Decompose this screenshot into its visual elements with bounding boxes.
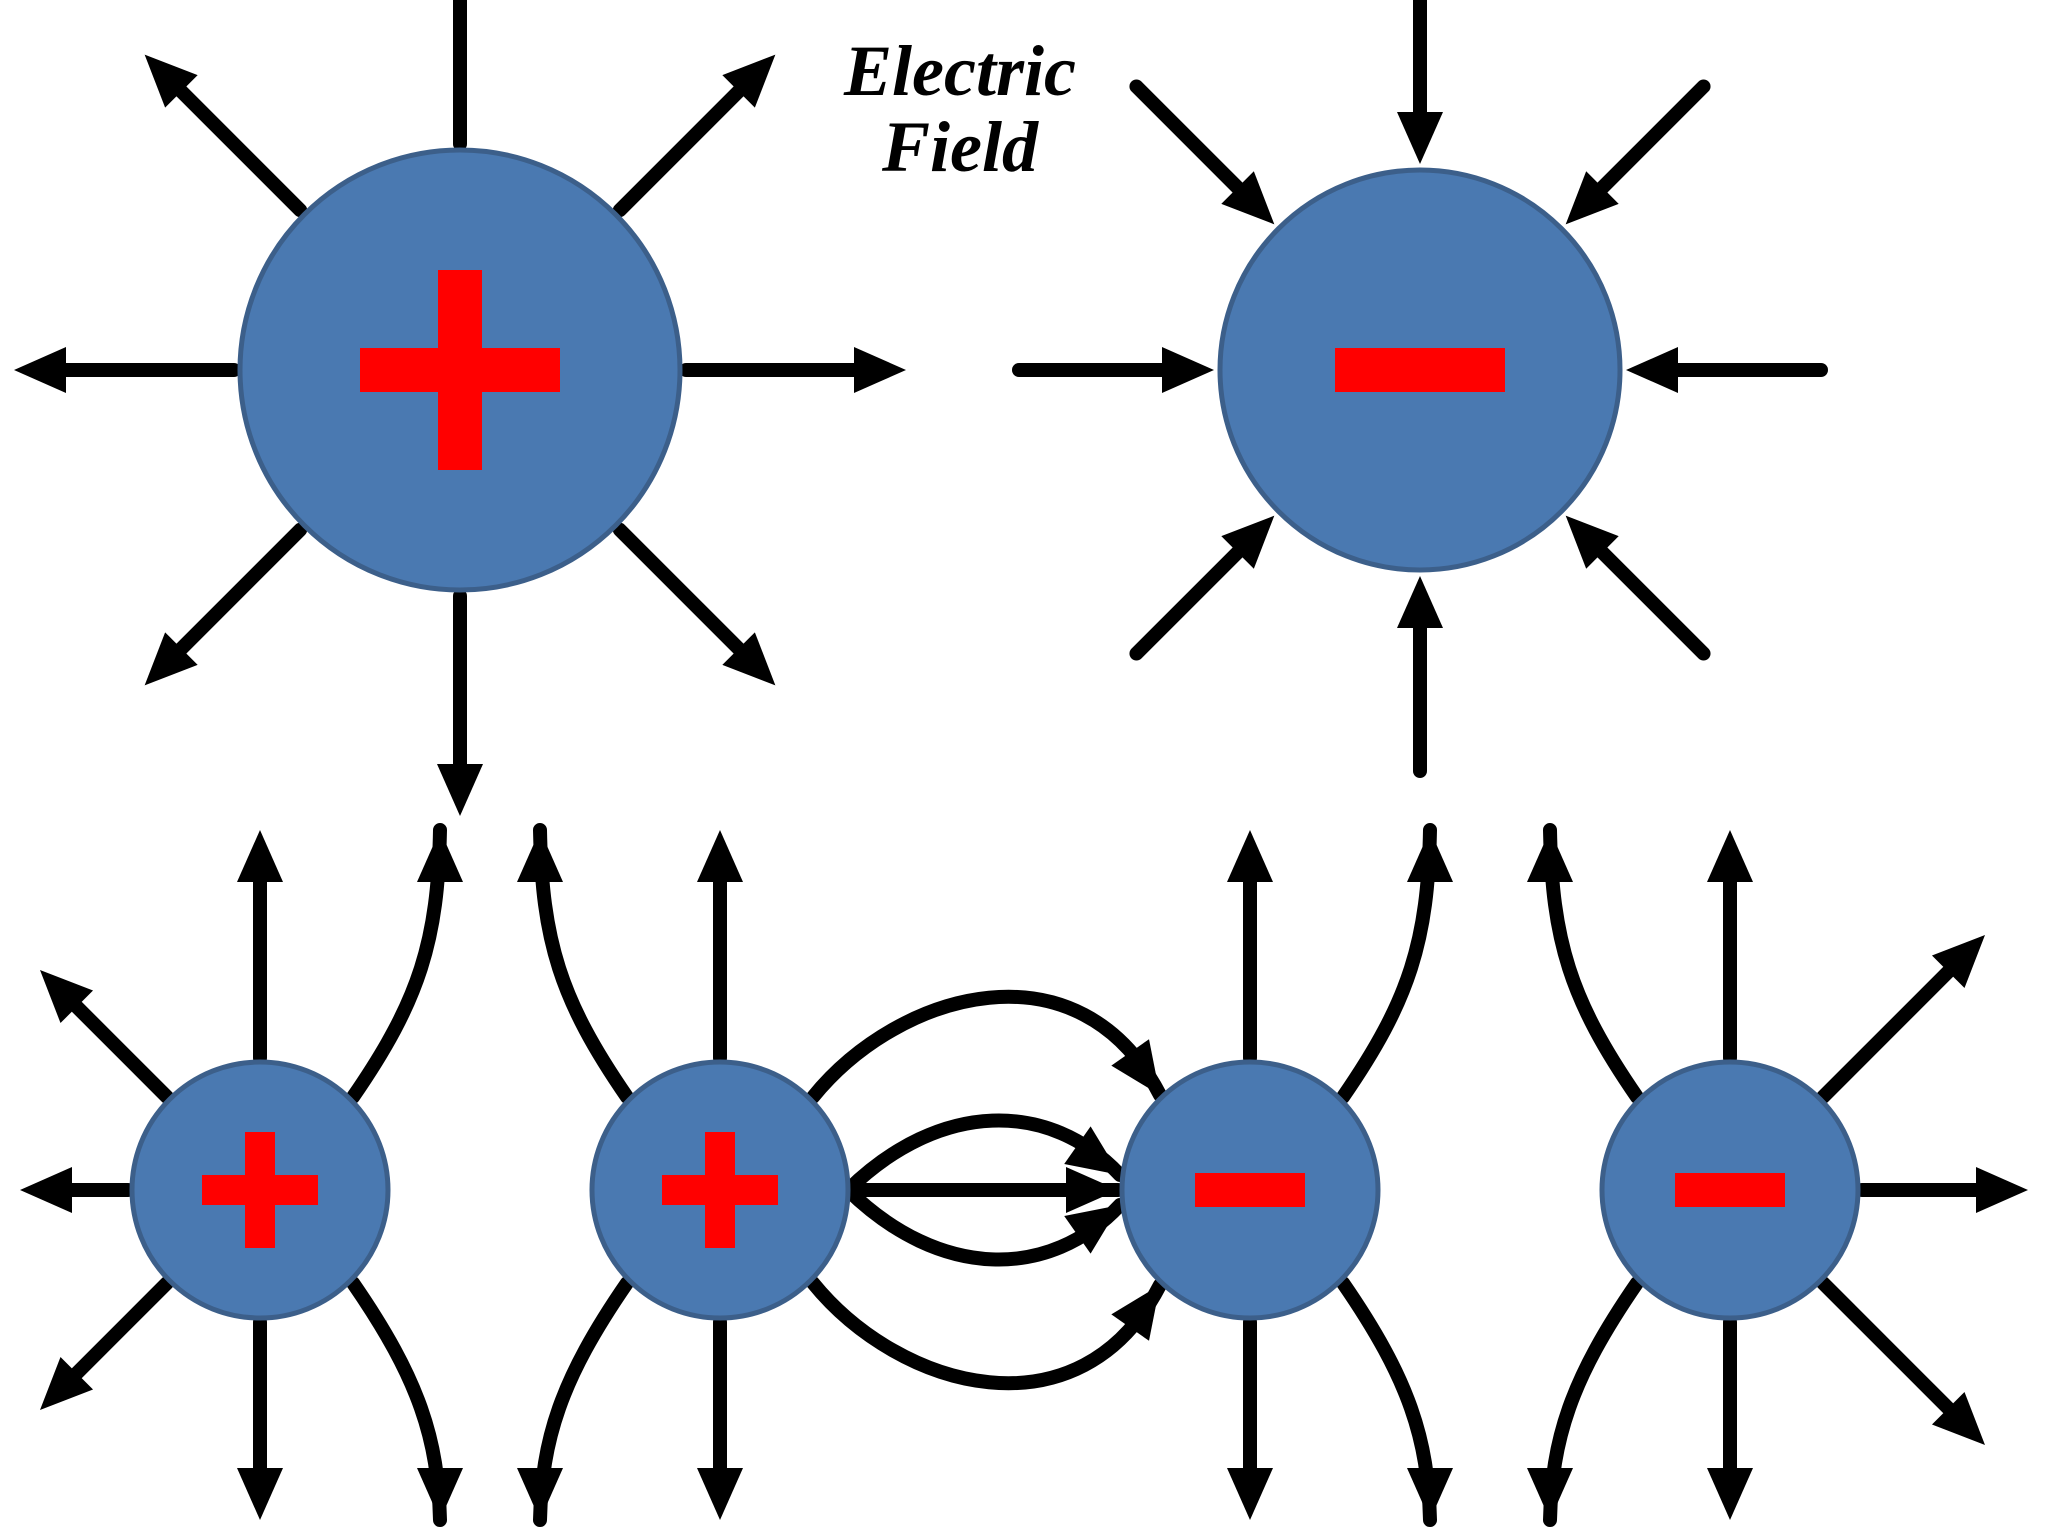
arrow-head-icon — [1407, 1468, 1453, 1520]
title-line-1: Electric — [844, 31, 1076, 111]
plus-icon — [438, 270, 482, 470]
minus-icon — [1675, 1173, 1785, 1207]
arrow-head-icon — [417, 1468, 463, 1520]
field-line — [165, 75, 300, 210]
arrow-head-icon — [1227, 830, 1273, 882]
arrow-head-icon — [237, 830, 283, 882]
plus-icon — [245, 1132, 275, 1248]
arrow-head-icon — [1626, 347, 1678, 393]
arrow-head-icon — [517, 830, 563, 882]
arrow-head-icon — [697, 830, 743, 882]
arrow-head-icon — [1407, 830, 1453, 882]
arrow-head-icon — [1527, 830, 1573, 882]
arrow-head-icon — [14, 347, 66, 393]
arrow-head-icon — [437, 764, 483, 816]
electric-field-diagram — [0, 0, 2048, 1536]
field-line — [165, 530, 300, 665]
arrow-head-icon — [1227, 1468, 1273, 1520]
field-line-curve — [813, 1283, 1160, 1383]
field-line — [1586, 536, 1704, 654]
arrow-head-icon — [1527, 1468, 1573, 1520]
arrow-head-icon — [1707, 1468, 1753, 1520]
field-line — [1823, 1283, 1965, 1425]
field-line — [620, 75, 755, 210]
arrow-head-icon — [1707, 830, 1753, 882]
diagram-title: Electric Field — [740, 34, 1180, 185]
arrow-head-icon — [697, 1468, 743, 1520]
arrow-head-icon — [237, 1468, 283, 1520]
minus-icon — [1195, 1173, 1305, 1207]
title-line-2: Field — [882, 107, 1038, 187]
field-line — [1136, 536, 1254, 654]
field-line-curve — [813, 997, 1160, 1097]
field-line — [620, 530, 755, 665]
arrow-head-icon — [517, 1468, 563, 1520]
arrow-head-icon — [20, 1167, 72, 1213]
plus-icon — [705, 1132, 735, 1248]
arrow-head-icon — [1397, 112, 1443, 164]
field-line — [1586, 86, 1704, 204]
minus-icon — [1335, 348, 1505, 392]
field-line — [1823, 955, 1965, 1097]
arrow-head-icon — [854, 347, 906, 393]
arrow-head-icon — [1976, 1167, 2028, 1213]
arrow-head-icon — [1397, 576, 1443, 628]
arrow-head-icon — [1162, 347, 1214, 393]
arrow-head-icon — [417, 830, 463, 882]
